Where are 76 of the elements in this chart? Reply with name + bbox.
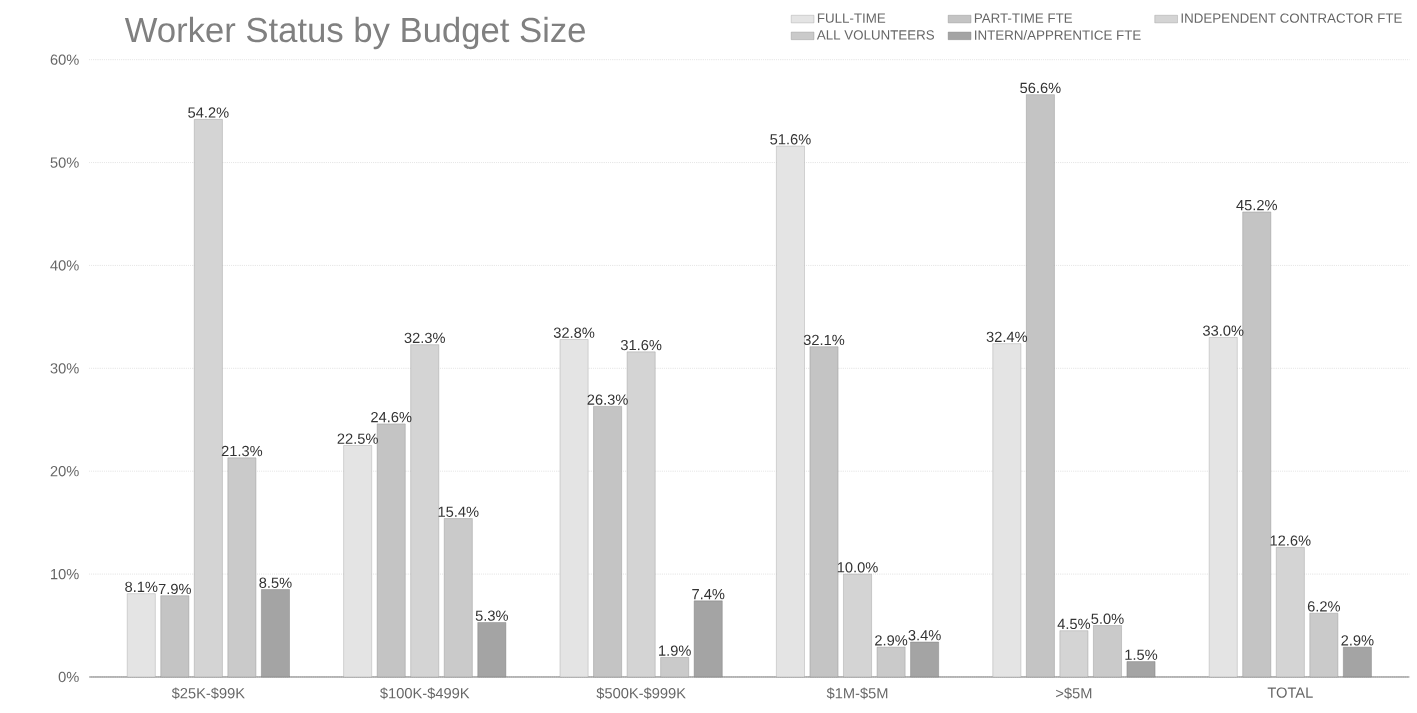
legend-label: INTERN/APPRENTICE FTE [975, 30, 1141, 40]
bar [626, 351, 656, 678]
data-label: 8.5% [259, 577, 292, 588]
data-label: 4.5% [1057, 618, 1091, 630]
data-label: 54.2% [188, 107, 229, 118]
bar [127, 593, 156, 678]
y-tick-label: 30% [50, 363, 79, 374]
data-label: 1.5% [1125, 649, 1158, 660]
bar [809, 346, 839, 678]
data-label: 2.9% [875, 635, 908, 646]
bar [1093, 625, 1122, 678]
x-tick-label: >$5M [1056, 687, 1092, 700]
bar [1242, 211, 1272, 678]
x-tick-label: $100K-$499K [380, 687, 470, 700]
bar [194, 119, 223, 678]
bar [376, 423, 406, 678]
data-label: 15.4% [438, 506, 479, 517]
y-tick-label: 20% [50, 466, 79, 477]
bar [660, 657, 689, 678]
bar [1126, 661, 1156, 678]
data-label: 26.3% [587, 394, 628, 405]
data-label: 32.8% [553, 327, 595, 338]
data-label: 5.3% [475, 610, 509, 621]
data-label: 12.6% [1270, 535, 1311, 546]
data-label: 45.2% [1236, 199, 1278, 211]
data-label: 2.9% [1341, 635, 1374, 646]
bar [693, 600, 723, 678]
legend-label: PART-TIME FTE [974, 13, 1073, 23]
x-tick-label: TOTAL [1267, 687, 1313, 698]
bar [410, 344, 440, 678]
data-label: 51.6% [770, 134, 811, 145]
data-label: 32.1% [803, 334, 845, 346]
bar [227, 457, 257, 678]
data-label: 7.9% [158, 583, 191, 595]
bar [1026, 94, 1055, 678]
bar [1208, 337, 1238, 678]
data-label: 8.1% [125, 581, 158, 593]
bar [1343, 646, 1372, 678]
data-label: 33.0% [1203, 325, 1244, 336]
data-label: 7.4% [692, 589, 725, 600]
y-tick-label: 0% [58, 671, 79, 683]
x-tick-label: $1M-$5M [826, 687, 888, 700]
legend-label: FULL-TIME [817, 13, 886, 23]
data-label: 6.2% [1307, 601, 1341, 612]
bar [261, 589, 290, 678]
y-tick-label: 10% [51, 568, 79, 580]
legend-label: ALL VOLUNTEERS [816, 30, 935, 40]
data-label: 32.4% [986, 331, 1028, 343]
data-label: 1.9% [659, 645, 691, 656]
data-label: 21.3% [221, 445, 263, 457]
bar [477, 622, 507, 678]
data-label: 56.6% [1020, 82, 1061, 94]
data-label: 31.6% [620, 339, 662, 351]
y-tick-label: 60% [50, 54, 79, 65]
y-tick-label: 50% [50, 157, 79, 168]
bar [444, 518, 473, 678]
data-label: 5.0% [1091, 613, 1124, 624]
chart-title: Worker Status by Budget Size [124, 16, 585, 50]
bar [559, 339, 589, 678]
bar [1276, 547, 1305, 678]
bar [843, 573, 872, 678]
bar [593, 406, 622, 678]
data-label: 32.3% [404, 332, 445, 344]
y-tick-label: 40% [50, 260, 79, 271]
bar [1059, 630, 1089, 678]
bar [160, 595, 190, 678]
bar [876, 646, 906, 678]
data-label: 22.5% [337, 433, 378, 444]
x-tick-label: $25K-$99K [171, 687, 245, 700]
x-tick-label: $500K-$999K [596, 687, 686, 700]
data-label: 3.4% [908, 630, 941, 641]
data-label: 10.0% [837, 562, 878, 573]
legend-label: INDEPENDENT CONTRACTOR FTE [1181, 13, 1402, 23]
bar [910, 641, 939, 678]
data-label: 24.6% [371, 411, 412, 423]
bar [1309, 613, 1339, 678]
